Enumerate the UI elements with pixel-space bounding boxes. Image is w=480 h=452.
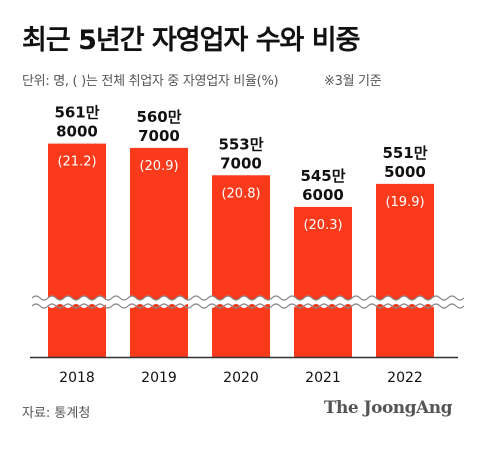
x-tick-label: 2022 <box>387 370 423 386</box>
bar <box>294 206 352 357</box>
bar <box>48 143 106 357</box>
bar-value-label: 545만 <box>300 167 345 185</box>
x-tick-label: 2021 <box>305 370 341 386</box>
bar-share-label: (19.9) <box>385 195 424 210</box>
bar-share-label: (20.9) <box>139 159 178 174</box>
brand-logo: The JoongAng <box>323 398 453 418</box>
chart-subtitle: 단위: 명, ( )는 전체 취업자 중 자영업자 비율(%) <box>22 74 279 89</box>
source-label: 자료: 통계청 <box>22 406 91 421</box>
bar-value-label: 553만 <box>218 135 263 153</box>
bar <box>130 147 188 357</box>
bar <box>376 183 434 357</box>
x-tick-label: 2018 <box>59 370 95 386</box>
bar-value-label: 5000 <box>384 163 426 181</box>
bar <box>212 175 270 357</box>
bar-value-label: 561만 <box>54 104 99 122</box>
axis-break-line <box>31 303 465 309</box>
x-tick-label: 2019 <box>141 370 177 386</box>
axis-break-line <box>31 295 465 301</box>
bar-value-label: 560만 <box>136 108 181 126</box>
x-tick-label: 2020 <box>223 370 259 386</box>
bar-chart: 561만8000(21.2)2018560만7000(20.9)2019553만… <box>30 103 465 386</box>
bar-share-label: (21.2) <box>57 155 96 170</box>
bar-share-label: (20.3) <box>303 218 342 233</box>
bar-share-label: (20.8) <box>221 186 260 201</box>
chart-title: 최근 5년간 자영업자 수와 비중 <box>22 25 360 56</box>
bar-value-label: 7000 <box>220 154 262 172</box>
bar-value-label: 6000 <box>302 186 344 204</box>
chart-note: ※3월 기준 <box>324 74 382 89</box>
bar-value-label: 551만 <box>382 144 427 162</box>
bar-value-label: 7000 <box>138 127 180 145</box>
bar-value-label: 8000 <box>56 123 98 141</box>
